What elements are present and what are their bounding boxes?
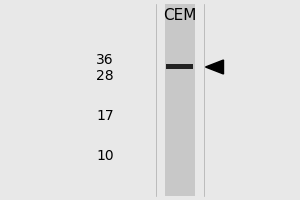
Text: 17: 17 <box>96 109 114 123</box>
FancyBboxPatch shape <box>167 64 194 69</box>
Text: CEM: CEM <box>163 8 197 23</box>
FancyBboxPatch shape <box>165 4 195 196</box>
Text: 36: 36 <box>96 53 114 67</box>
Polygon shape <box>206 60 224 74</box>
Text: 10: 10 <box>96 149 114 163</box>
Text: 28: 28 <box>96 69 114 83</box>
